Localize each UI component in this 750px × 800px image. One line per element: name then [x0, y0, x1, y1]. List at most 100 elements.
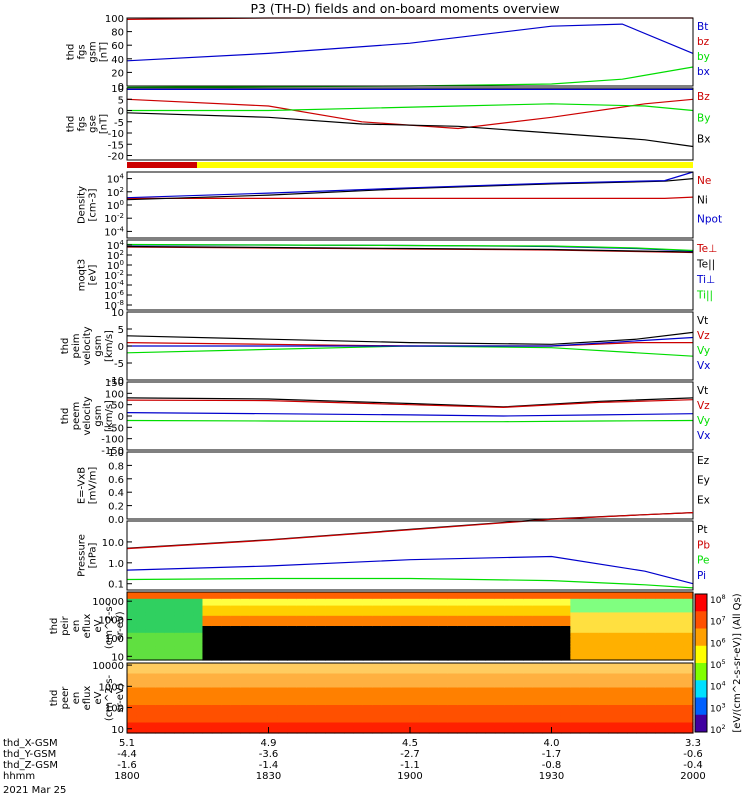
heatmap-cell: [532, 632, 543, 637]
heatmap-cell: [136, 643, 147, 647]
heatmap-cell: [410, 639, 421, 644]
heatmap-cell: [457, 691, 468, 696]
heatmap-cell: [476, 649, 487, 654]
heatmap-cell: [645, 698, 656, 703]
heatmap-cell: [268, 643, 279, 647]
heatmap-cell: [598, 632, 609, 637]
heatmap-cell: [155, 636, 166, 641]
heatmap-cell: [353, 646, 364, 651]
heatmap-cell: [183, 622, 194, 627]
heatmap-cell: [532, 619, 543, 624]
series-moments-temp-Ti||: [126, 243, 694, 252]
heatmap-cell: [626, 622, 637, 627]
heatmap-cell: [466, 643, 477, 647]
heatmap-cell: [221, 677, 232, 682]
heatmap-cell: [466, 687, 477, 692]
heatmap-cell: [419, 622, 430, 627]
heatmap-cell: [560, 691, 571, 696]
heatmap-cell: [391, 622, 402, 627]
heatmap-cell: [164, 595, 175, 600]
heatmap-cell: [372, 632, 383, 637]
ytick-label: 10-2: [104, 269, 124, 282]
heatmap-cell: [504, 701, 515, 706]
series-fgs-gsm-by: [126, 66, 694, 88]
heatmap-cell: [343, 649, 354, 654]
heatmap-cell: [343, 622, 354, 627]
heatmap-cell: [400, 656, 411, 661]
heatmap-cell: [296, 715, 307, 720]
heatmap-cell: [504, 636, 515, 641]
heatmap-cell: [523, 729, 534, 734]
ephem-value: -2.7: [400, 749, 420, 760]
heatmap-cell: [400, 646, 411, 651]
mode-bar: [127, 162, 693, 168]
heatmap-cell: [193, 726, 204, 731]
heatmap-cell: [268, 598, 279, 603]
heatmap-cell: [193, 598, 204, 603]
heatmap-cell: [447, 609, 458, 613]
heatmap-cell: [287, 666, 298, 671]
ylabel-line: gsm: [93, 335, 104, 356]
heatmap-cell: [249, 643, 260, 647]
heatmap-cell: [391, 653, 402, 658]
heatmap-cell: [664, 622, 675, 627]
heatmap-cell: [532, 626, 543, 630]
heatmap-cell: [645, 626, 656, 630]
heatmap-cell: [523, 609, 534, 613]
heatmap-cell: [183, 684, 194, 689]
heatmap-cell: [476, 632, 487, 637]
heatmap-cell: [523, 592, 534, 596]
heatmap-cell: [343, 646, 354, 651]
heatmap-cell: [532, 609, 543, 613]
heatmap-cell: [494, 632, 505, 637]
heatmap-cell: [560, 598, 571, 603]
heatmap-cell: [485, 673, 496, 678]
heatmap-cell: [381, 722, 392, 727]
heatmap-cell: [249, 701, 260, 706]
heatmap-cell: [428, 694, 439, 699]
heatmap-cell: [362, 726, 373, 731]
heatmap-cell: [457, 649, 468, 654]
heatmap-cell: [570, 605, 581, 610]
ephem-value: -1.4: [259, 760, 279, 771]
heatmap-cell: [334, 708, 345, 713]
heatmap-cell: [542, 609, 553, 613]
heatmap-cell: [259, 708, 270, 713]
heatmap-cell: [334, 626, 345, 630]
heatmap-cell: [164, 694, 175, 699]
heatmap-cell: [617, 701, 628, 706]
heatmap-cell: [174, 629, 185, 634]
heatmap-cell: [211, 592, 222, 596]
heatmap-cell: [362, 698, 373, 703]
heatmap-cell: [174, 698, 185, 703]
legend-item-Ex: Ex: [697, 494, 710, 506]
heatmap-cell: [211, 712, 222, 717]
ylabel-line: velocity: [82, 396, 93, 435]
heatmap-cell: [193, 729, 204, 734]
heatmap-cell: [287, 684, 298, 689]
heatmap-cell: [221, 687, 232, 692]
heatmap-cell: [372, 602, 383, 607]
heatmap-cell: [494, 680, 505, 685]
heatmap-cell: [372, 643, 383, 647]
heatmap-cell: [183, 719, 194, 724]
heatmap-cell: [504, 684, 515, 689]
heatmap-cell: [570, 677, 581, 682]
heatmap-cell: [466, 694, 477, 699]
ephem-row-label: thd_X-GSM: [3, 738, 58, 749]
heatmap-cell: [287, 605, 298, 610]
heatmap-cell: [362, 632, 373, 637]
ephem-value: -3.6: [259, 749, 279, 760]
ytick-label: 10.0: [102, 538, 124, 549]
heatmap-cell: [626, 636, 637, 641]
heatmap-cell: [155, 712, 166, 717]
heatmap-cell: [419, 639, 430, 644]
heatmap-cell: [466, 629, 477, 634]
heatmap-cell: [589, 694, 600, 699]
heatmap-cell: [249, 663, 260, 668]
heatmap-cell: [230, 598, 241, 603]
heatmap-cell: [400, 632, 411, 637]
heatmap-cell: [457, 722, 468, 727]
heatmap-cell: [655, 592, 666, 596]
